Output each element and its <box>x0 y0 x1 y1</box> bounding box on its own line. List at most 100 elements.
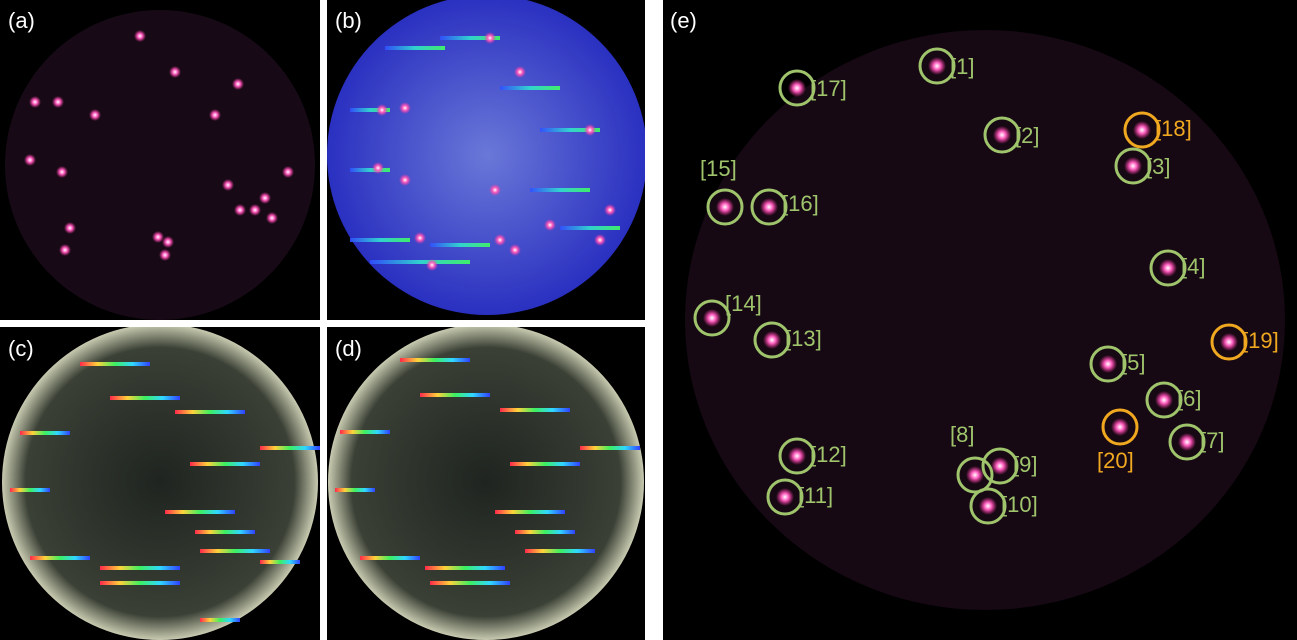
spot <box>29 96 41 108</box>
annotation-label: [12] <box>810 442 847 467</box>
spot <box>716 198 734 216</box>
streak <box>30 556 90 560</box>
spot <box>169 66 181 78</box>
spot <box>56 166 68 178</box>
streak <box>400 358 470 362</box>
spot <box>544 219 556 231</box>
streak <box>165 510 235 514</box>
spot <box>1133 121 1151 139</box>
annotation-label: [13] <box>785 326 822 351</box>
spot <box>64 222 76 234</box>
streak <box>20 431 70 435</box>
streak <box>525 549 595 553</box>
spot <box>703 309 721 327</box>
spot <box>594 234 606 246</box>
spot <box>52 96 64 108</box>
spot <box>159 249 171 261</box>
annotation-label: [18] <box>1155 116 1192 141</box>
spot <box>1099 355 1117 373</box>
annotation-label: [6] <box>1177 386 1201 411</box>
streak <box>500 86 560 90</box>
streak <box>580 446 640 450</box>
streak <box>340 430 390 434</box>
streak <box>100 581 180 585</box>
panel-e: [1][2][3][4][5][6][7][8][9][10][11][12][… <box>663 0 1297 640</box>
streak <box>195 530 255 534</box>
streak <box>385 46 445 50</box>
spot <box>788 447 806 465</box>
streak <box>100 566 180 570</box>
streak <box>350 238 410 242</box>
spot <box>788 79 806 97</box>
spot <box>249 204 261 216</box>
spot <box>928 57 946 75</box>
streak <box>10 488 50 492</box>
spot <box>266 212 278 224</box>
spot <box>1220 333 1238 351</box>
spot <box>376 104 388 116</box>
streak <box>495 510 565 514</box>
panel-label: (d) <box>335 336 362 361</box>
spot <box>979 497 997 515</box>
spot <box>484 32 496 44</box>
spot <box>414 232 426 244</box>
spot <box>399 102 411 114</box>
spot <box>1178 433 1196 451</box>
spot <box>1155 391 1173 409</box>
streak <box>560 226 620 230</box>
spot <box>426 259 438 271</box>
panel-a <box>0 0 320 320</box>
annotation-label: [14] <box>725 291 762 316</box>
panel-label: (e) <box>670 8 697 33</box>
streak <box>200 618 240 622</box>
spot <box>514 66 526 78</box>
spot <box>489 184 501 196</box>
spot <box>134 30 146 42</box>
spot <box>1124 157 1142 175</box>
spot <box>584 124 596 136</box>
annotation-label: [10] <box>1001 492 1038 517</box>
streak <box>110 396 180 400</box>
annotation-label: [11] <box>798 483 833 508</box>
streak <box>430 581 510 585</box>
annotation-label: [15] <box>700 156 737 181</box>
panel-d <box>327 324 645 640</box>
spot <box>776 488 794 506</box>
spot <box>89 109 101 121</box>
annotation-label: [20] <box>1097 448 1134 473</box>
annotation-label: [19] <box>1242 328 1279 353</box>
annotation-label: [17] <box>810 76 847 101</box>
annotation-label: [3] <box>1146 154 1170 179</box>
spot <box>259 192 271 204</box>
page: [1][2][3][4][5][6][7][8][9][10][11][12][… <box>0 0 1297 640</box>
panel-label: (a) <box>8 8 35 33</box>
figure: [1][2][3][4][5][6][7][8][9][10][11][12][… <box>0 0 1297 640</box>
spot <box>162 236 174 248</box>
streak <box>260 560 300 564</box>
streak <box>260 446 320 450</box>
annotation-label: [16] <box>782 191 819 216</box>
spot <box>604 204 616 216</box>
spot <box>222 179 234 191</box>
spot <box>1159 259 1177 277</box>
spot <box>234 204 246 216</box>
streak <box>175 410 245 414</box>
spot <box>232 78 244 90</box>
spot <box>209 109 221 121</box>
spot <box>494 234 506 246</box>
streak <box>360 556 420 560</box>
spot <box>991 457 1009 475</box>
panel-b <box>327 0 647 320</box>
spot <box>24 154 36 166</box>
panel-label: (c) <box>8 336 34 361</box>
spot <box>763 331 781 349</box>
streak <box>350 168 390 172</box>
spot <box>59 244 71 256</box>
spot <box>399 174 411 186</box>
streak <box>200 549 270 553</box>
streak <box>190 462 260 466</box>
streak <box>425 566 505 570</box>
streak <box>500 408 570 412</box>
streak <box>335 488 375 492</box>
streak <box>430 243 490 247</box>
